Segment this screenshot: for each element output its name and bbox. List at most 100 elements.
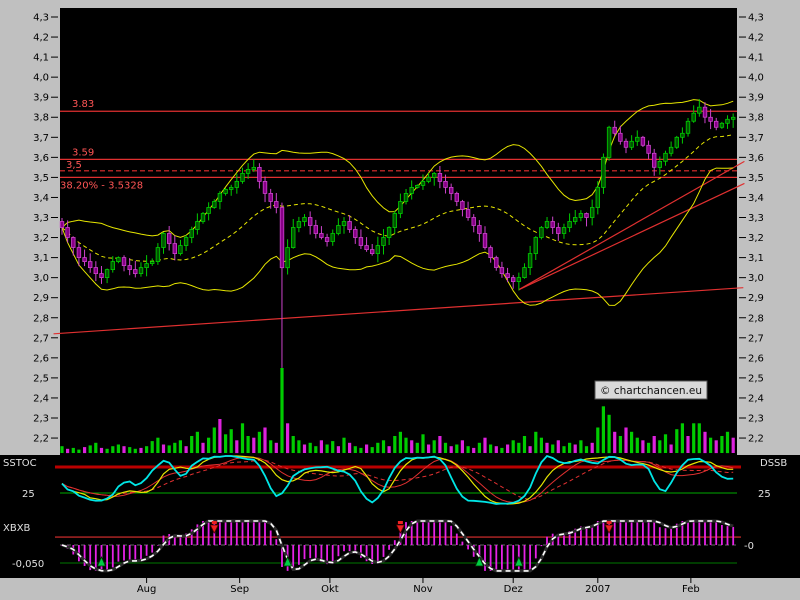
xbxb-histogram-bar (190, 529, 193, 545)
volume-bar (105, 448, 109, 454)
y-axis-label-left: 3,3 (33, 213, 49, 224)
volume-bar (167, 445, 171, 453)
xbxb-histogram-bar (343, 545, 345, 552)
volume-bar (545, 442, 549, 453)
xbxb-histogram-bar (585, 527, 588, 545)
bollinger-middle-band (61, 134, 734, 262)
xbxb-histogram-bar (94, 545, 97, 571)
y-axis-label-left: 2,2 (33, 434, 49, 445)
xbxb-histogram-bar (281, 545, 283, 567)
x-axis-month-label: Feb (682, 584, 700, 595)
sstoc-25-label-right: 25 (758, 489, 771, 500)
y-axis-label-right: 4,1 (748, 53, 764, 64)
candle-body (71, 237, 76, 248)
candle-body (161, 233, 166, 248)
xbxb-histogram-bar (534, 545, 537, 559)
candle-body (206, 207, 211, 214)
sstoc-fast-line (61, 454, 734, 505)
trendline (53, 287, 744, 335)
y-axis-label-right: 2,2 (748, 434, 764, 445)
candle-body (674, 136, 679, 148)
sstoc-panel[interactable] (55, 454, 741, 505)
xbxb-histogram-bar (602, 521, 605, 545)
volume-bar (522, 436, 527, 453)
y-axis-label-left: 2,4 (33, 394, 49, 405)
candle-body (369, 249, 375, 255)
volume-bar (184, 446, 188, 453)
candle-body (668, 146, 674, 154)
candle-body (578, 213, 584, 218)
candle-body (166, 233, 172, 244)
candle-body (347, 221, 352, 230)
candle-body (533, 237, 538, 254)
candle-body (138, 267, 144, 275)
candle-body (465, 209, 471, 218)
candle-body (93, 267, 98, 275)
y-axis-label-right: 2,5 (748, 373, 764, 384)
xbxb-histogram-bar (348, 545, 351, 551)
y-axis-label-right: 2,9 (748, 293, 764, 304)
xbxb-histogram-bar (292, 545, 295, 571)
sell-signal-box-icon (606, 521, 612, 524)
xbxb-histogram-bar (613, 521, 616, 545)
volume-bar (517, 442, 521, 453)
candle-body (262, 180, 268, 194)
xbxb-histogram-bar (337, 545, 340, 557)
y-axis-label-right: 3,7 (748, 133, 764, 144)
candle-body (212, 201, 217, 208)
candle-body (290, 227, 296, 249)
xbxb-histogram-bar (591, 525, 594, 545)
candle-body (121, 257, 127, 267)
y-axis-label-left: 3,8 (33, 113, 49, 124)
xbxb-histogram-bar (715, 521, 718, 545)
time-axis: Aug Sep Okt Nov Dez 2007 Feb (137, 578, 700, 595)
volume-bar (568, 442, 572, 453)
volume-bar (291, 436, 295, 453)
candle-body (403, 192, 409, 202)
volume-bar (483, 437, 487, 453)
xbxb-histogram-bar (540, 545, 543, 547)
candle-body (172, 243, 177, 255)
volume-bar (573, 444, 577, 453)
volume-bar (150, 441, 154, 453)
xbxb-histogram-bar (625, 521, 627, 545)
xbxb-histogram-bar (162, 535, 165, 545)
volume-bar (173, 442, 177, 453)
volume-bar (128, 447, 132, 454)
xbxb-histogram-bar (653, 521, 656, 545)
copyright-badge: © chartchancen.eu (594, 380, 708, 400)
xbxb-histogram-bar (455, 533, 458, 545)
volume-bar (686, 436, 690, 453)
volume-bar (590, 442, 594, 453)
candle-body (471, 217, 476, 226)
xbxb-histogram-bar (489, 545, 492, 571)
volume-bar (601, 406, 605, 454)
candle-body (234, 180, 239, 188)
candle-body (685, 120, 691, 134)
y-axis-label-right: 2,8 (748, 313, 764, 324)
volume-bar (709, 437, 713, 453)
volume-bar (551, 444, 555, 453)
volume-bar (207, 437, 211, 453)
candle-body (652, 152, 657, 168)
candle-body (257, 166, 262, 182)
candle-body (330, 233, 335, 242)
volume-bar (489, 444, 493, 453)
copyright-box (594, 380, 708, 400)
xbxb-panel[interactable] (55, 519, 741, 573)
xbxb-histogram-bar (467, 545, 469, 550)
xbxb-histogram-bar (410, 521, 413, 545)
volume-bar (647, 442, 651, 453)
candle-body (420, 180, 426, 186)
y-axis-label-right: 3,3 (748, 213, 764, 224)
dssb-panel-label: DSSB (760, 458, 787, 469)
y-axis-label-left: 2,3 (33, 414, 49, 425)
x-axis-month-label: Dez (504, 584, 523, 595)
candle-body (505, 273, 510, 279)
candle-body (646, 144, 651, 154)
xbxb-histogram-bar (422, 521, 424, 545)
xbxb-histogram-bar (574, 528, 577, 545)
xbxb-histogram-bar (207, 521, 210, 545)
